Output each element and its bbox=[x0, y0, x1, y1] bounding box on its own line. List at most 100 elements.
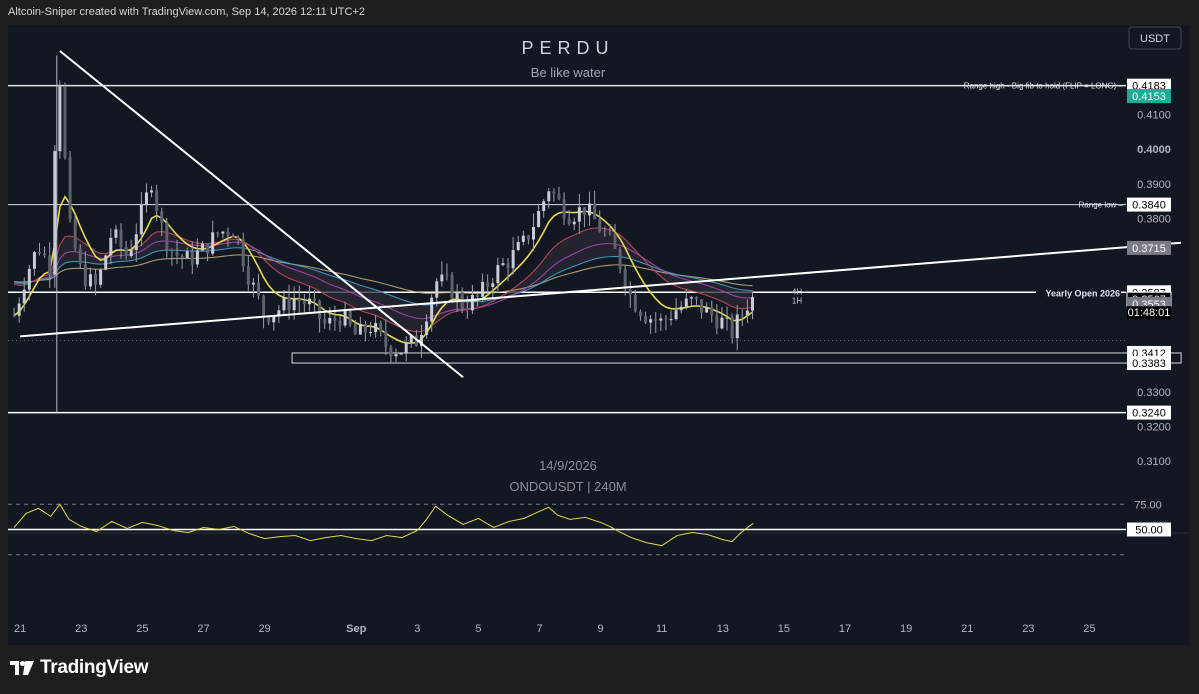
candle-body bbox=[73, 219, 77, 249]
candle-body bbox=[307, 298, 311, 305]
candle-body bbox=[206, 243, 210, 254]
candle-body bbox=[297, 298, 301, 301]
candle-body bbox=[740, 314, 744, 316]
countdown-bg bbox=[1127, 306, 1171, 320]
candle-body bbox=[598, 219, 602, 232]
candle-body bbox=[750, 297, 754, 311]
candle-body bbox=[394, 354, 398, 357]
candle-body bbox=[216, 232, 220, 234]
candle-body bbox=[537, 211, 541, 227]
candle-body bbox=[720, 317, 724, 329]
ema-line-5 bbox=[14, 254, 753, 294]
candle-body bbox=[582, 207, 586, 216]
rsi-line[interactable] bbox=[13, 503, 754, 547]
candle-body bbox=[638, 311, 642, 317]
price-axis-tick: 0.4000 bbox=[1137, 144, 1171, 156]
horizontal-level-label: Range low – bbox=[1079, 201, 1124, 210]
candle-body bbox=[730, 317, 734, 339]
chart-area[interactable]: 0.43000.41000.40000.39000.38000.33000.32… bbox=[8, 25, 1189, 645]
candle-body bbox=[608, 232, 612, 234]
trendline-ascending[interactable] bbox=[20, 241, 1182, 338]
time-axis-tick: 23 bbox=[1022, 623, 1034, 635]
candle-body bbox=[745, 310, 749, 316]
chart-svg[interactable]: 0.43000.41000.40000.39000.38000.33000.32… bbox=[8, 25, 1189, 645]
candle-body bbox=[689, 297, 693, 299]
ema-ribbon bbox=[14, 227, 753, 332]
candle-body bbox=[557, 193, 561, 200]
candle-body bbox=[542, 201, 546, 212]
candle-body bbox=[547, 191, 551, 202]
candle-body bbox=[134, 234, 138, 250]
time-axis-tick: 13 bbox=[717, 623, 729, 635]
ema-line-3 bbox=[13, 240, 753, 320]
rsi-tag-bg bbox=[1127, 522, 1171, 537]
time-axis-tick: 9 bbox=[598, 623, 604, 635]
time-axis-tick: 21 bbox=[14, 623, 26, 635]
candle-body bbox=[674, 310, 678, 320]
candle-body bbox=[277, 310, 281, 316]
candle-body bbox=[404, 342, 408, 354]
candle-body bbox=[526, 235, 530, 240]
price-axis-tick: 0.3900 bbox=[1137, 179, 1171, 191]
candle-body bbox=[374, 323, 378, 333]
candle-body bbox=[363, 323, 367, 333]
candle-body bbox=[450, 274, 454, 299]
candle-body bbox=[562, 199, 566, 219]
time-axis-tick: 3 bbox=[414, 623, 420, 635]
candle-body bbox=[323, 318, 327, 324]
candle-body bbox=[430, 297, 434, 322]
price-tag-value: 0.3383 bbox=[1132, 358, 1166, 370]
candle-body bbox=[165, 222, 169, 250]
candle-body bbox=[486, 281, 490, 287]
chart-header-text: Altcoin-Sniper created with TradingView.… bbox=[8, 6, 365, 18]
candle-body bbox=[399, 353, 403, 355]
candle-body bbox=[516, 241, 520, 251]
candle-body bbox=[333, 317, 337, 321]
candle-body bbox=[465, 308, 469, 311]
price-axis-tick: 0.3300 bbox=[1137, 387, 1171, 399]
candle-body bbox=[735, 314, 739, 339]
rsi-tag-value: 50.00 bbox=[1135, 525, 1163, 537]
time-axis-tick: 5 bbox=[475, 623, 481, 635]
candle-body bbox=[593, 203, 597, 220]
candle-body bbox=[338, 320, 342, 326]
candle-body bbox=[32, 252, 36, 269]
candle-body bbox=[588, 203, 592, 216]
candle-body bbox=[419, 334, 423, 347]
candle-body bbox=[68, 157, 72, 220]
candle-body bbox=[211, 232, 215, 254]
candle-body bbox=[328, 317, 332, 324]
candle-body bbox=[475, 294, 479, 297]
candle-body bbox=[226, 231, 230, 236]
currency-selector[interactable]: USDT bbox=[1128, 26, 1182, 50]
candle-body bbox=[88, 274, 92, 287]
candle-body bbox=[623, 268, 627, 289]
candle-body bbox=[659, 318, 663, 321]
candle-body bbox=[715, 314, 719, 329]
candle-body bbox=[440, 274, 444, 282]
candle-body bbox=[700, 299, 704, 313]
candle-body bbox=[200, 243, 204, 251]
trendline-descending[interactable] bbox=[59, 50, 464, 379]
candle-body bbox=[27, 268, 31, 290]
candle-body bbox=[501, 263, 505, 266]
candle-body bbox=[445, 274, 449, 276]
time-axis-tick: 25 bbox=[136, 623, 148, 635]
time-axis-tick: 27 bbox=[197, 623, 209, 635]
candle-body bbox=[175, 252, 179, 256]
candle-body bbox=[633, 294, 637, 312]
time-axis-tick: 15 bbox=[778, 623, 790, 635]
candle-body bbox=[272, 315, 276, 323]
range-box[interactable] bbox=[291, 352, 1182, 364]
price-axis-tick: 0.3100 bbox=[1137, 456, 1171, 468]
rsi-pane: 75.00 50.00 bbox=[8, 499, 1171, 556]
price-axis: 0.43000.41000.40000.39000.38000.33000.32… bbox=[1137, 40, 1171, 468]
candle-body bbox=[94, 274, 98, 285]
candle-body bbox=[78, 248, 82, 265]
watermark-date: 14/9/2026 bbox=[539, 458, 597, 473]
candle-body bbox=[613, 233, 617, 249]
candle-body bbox=[694, 297, 698, 300]
ema-line-4 bbox=[13, 247, 753, 306]
currency-button[interactable] bbox=[1128, 26, 1182, 50]
candle-body bbox=[532, 226, 536, 240]
